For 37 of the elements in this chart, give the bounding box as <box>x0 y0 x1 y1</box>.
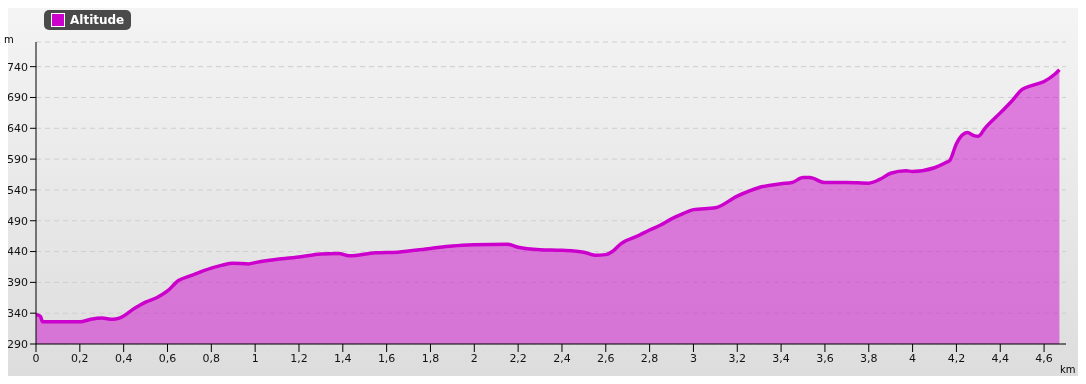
x-tick-label: 1 <box>251 351 259 365</box>
y-tick-label: 540 <box>7 183 28 197</box>
x-tick-label: 4,2 <box>947 351 966 365</box>
x-tick-label: 4,4 <box>991 351 1010 365</box>
x-tick-label: 0,4 <box>114 351 133 365</box>
x-tick-label: 3,6 <box>816 351 834 365</box>
y-tick-label: 690 <box>7 91 28 105</box>
x-tick-label: 2,2 <box>509 351 527 365</box>
x-tick-label: 3,4 <box>772 351 790 365</box>
x-tick-label: 1,2 <box>290 351 308 365</box>
x-tick-label: 2 <box>470 351 478 365</box>
y-tick-label: 340 <box>7 307 28 321</box>
x-tick-label: 0 <box>32 351 40 365</box>
y-tick-label: 590 <box>7 153 28 167</box>
y-tick-label: 390 <box>7 276 28 290</box>
y-axis-title: m <box>4 34 14 45</box>
x-tick-label: 1,4 <box>334 351 352 365</box>
x-tick-label: 0,2 <box>71 351 89 365</box>
x-axis-title: km <box>1060 364 1076 375</box>
y-tick-label: 740 <box>7 60 28 74</box>
x-tick-label: 1,8 <box>421 351 440 365</box>
x-tick-label: 3 <box>689 351 697 365</box>
x-tick-label: 4 <box>909 351 917 365</box>
x-tick-label: 2,4 <box>553 351 571 365</box>
legend-label: Altitude <box>70 13 125 27</box>
x-tick-label: 0,6 <box>158 351 177 365</box>
y-tick-label: 490 <box>7 214 28 228</box>
y-tick-label: 640 <box>7 122 28 136</box>
y-tick-label: 290 <box>7 337 28 351</box>
x-tick-label: 1,6 <box>377 351 396 365</box>
x-tick-label: 3,2 <box>728 351 747 365</box>
x-tick-label: 3,8 <box>860 351 878 365</box>
x-tick-label: 2,6 <box>597 351 615 365</box>
x-tick-label: 2,8 <box>640 351 659 365</box>
y-tick-label: 440 <box>7 245 28 259</box>
x-tick-label: 4,6 <box>1035 351 1053 365</box>
x-tick-label: 0,8 <box>202 351 221 365</box>
